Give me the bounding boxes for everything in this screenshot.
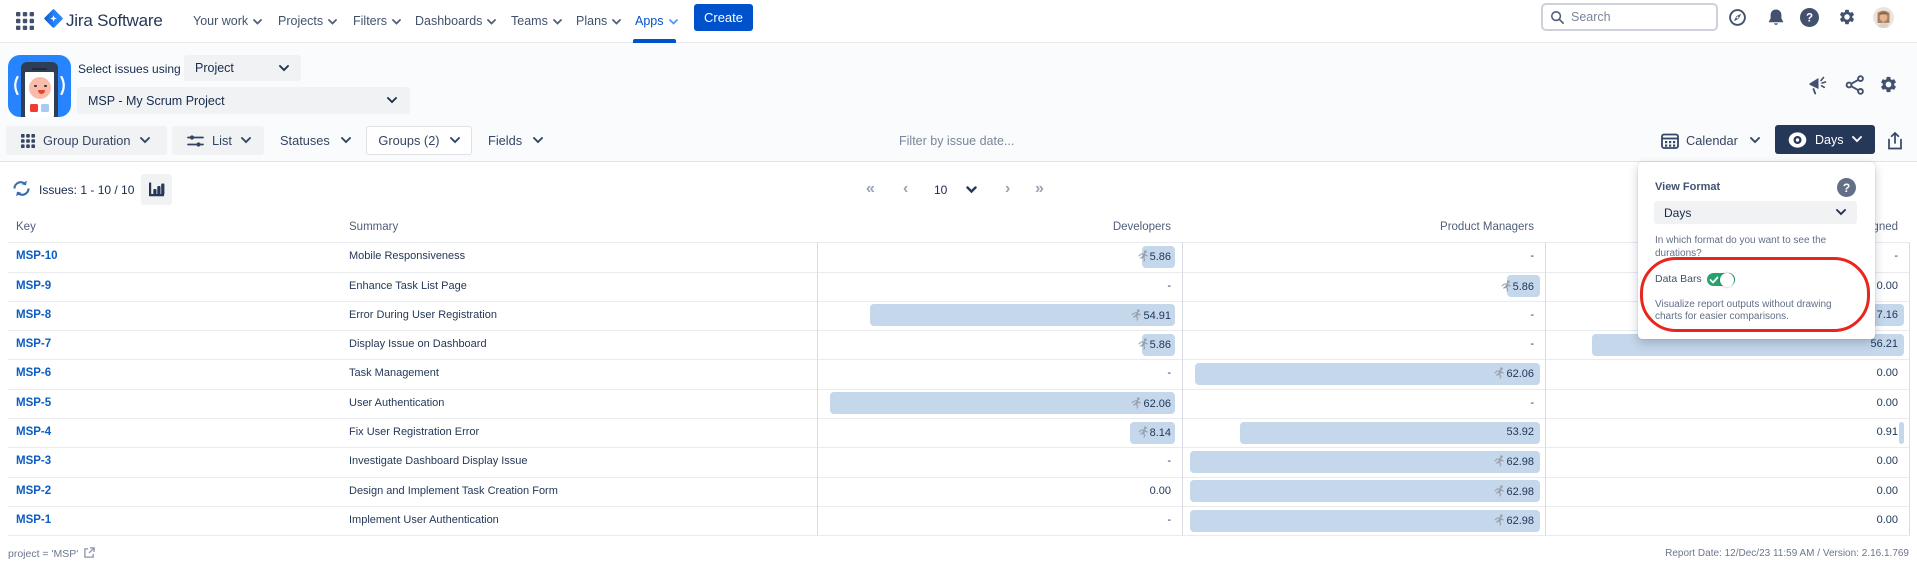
svg-text:?: ? [1806, 13, 1813, 25]
svg-text:?: ? [1843, 181, 1850, 195]
